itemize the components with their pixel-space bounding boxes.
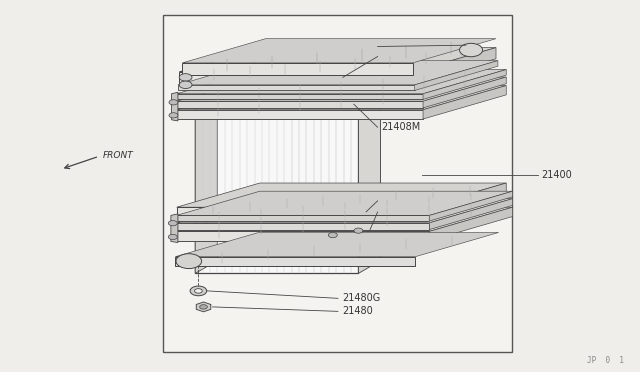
Circle shape [169, 100, 178, 105]
Polygon shape [177, 86, 506, 110]
Text: 21480G: 21480G [342, 294, 380, 303]
Text: 21408M: 21408M [381, 122, 420, 132]
Polygon shape [358, 86, 380, 273]
Polygon shape [177, 110, 423, 119]
Circle shape [195, 289, 202, 293]
Polygon shape [429, 207, 513, 241]
Circle shape [179, 81, 192, 89]
Polygon shape [177, 183, 506, 207]
Text: 21412E: 21412E [381, 196, 419, 206]
Text: 21412E: 21412E [381, 52, 419, 61]
Polygon shape [177, 223, 429, 230]
Polygon shape [195, 86, 218, 273]
Bar [163, 15, 512, 352]
Circle shape [179, 74, 192, 81]
Polygon shape [177, 231, 429, 241]
Polygon shape [177, 207, 513, 231]
Polygon shape [178, 61, 498, 85]
Polygon shape [177, 94, 423, 99]
Polygon shape [178, 85, 415, 90]
Polygon shape [423, 183, 506, 217]
Circle shape [168, 221, 177, 226]
Polygon shape [415, 61, 498, 90]
Polygon shape [177, 215, 429, 221]
Polygon shape [177, 207, 423, 217]
Polygon shape [175, 232, 499, 257]
Polygon shape [423, 77, 506, 108]
Text: 21480: 21480 [342, 307, 372, 316]
Text: JP  0  1: JP 0 1 [587, 356, 624, 365]
Circle shape [200, 305, 207, 309]
Circle shape [168, 234, 177, 240]
Text: 21412: 21412 [381, 42, 412, 51]
Text: 21463M: 21463M [381, 207, 420, 217]
Polygon shape [196, 302, 211, 312]
Polygon shape [423, 86, 506, 119]
Circle shape [354, 228, 363, 233]
Polygon shape [218, 86, 380, 260]
Polygon shape [429, 191, 513, 221]
Polygon shape [429, 199, 513, 230]
Polygon shape [177, 70, 506, 94]
Circle shape [169, 113, 178, 118]
Circle shape [190, 286, 207, 296]
Polygon shape [179, 72, 413, 83]
Polygon shape [423, 70, 506, 99]
Polygon shape [177, 199, 513, 223]
Polygon shape [172, 92, 178, 121]
Polygon shape [182, 39, 496, 63]
Circle shape [460, 43, 483, 57]
Polygon shape [179, 48, 496, 72]
Polygon shape [177, 77, 506, 101]
Circle shape [328, 232, 337, 238]
Text: 21400: 21400 [541, 170, 572, 180]
Polygon shape [177, 191, 513, 215]
Polygon shape [195, 99, 358, 273]
Polygon shape [182, 63, 413, 75]
Circle shape [176, 254, 202, 269]
Polygon shape [177, 101, 423, 108]
Polygon shape [171, 214, 178, 243]
Polygon shape [413, 48, 496, 83]
Polygon shape [175, 257, 415, 266]
Text: FRONT: FRONT [102, 151, 133, 160]
